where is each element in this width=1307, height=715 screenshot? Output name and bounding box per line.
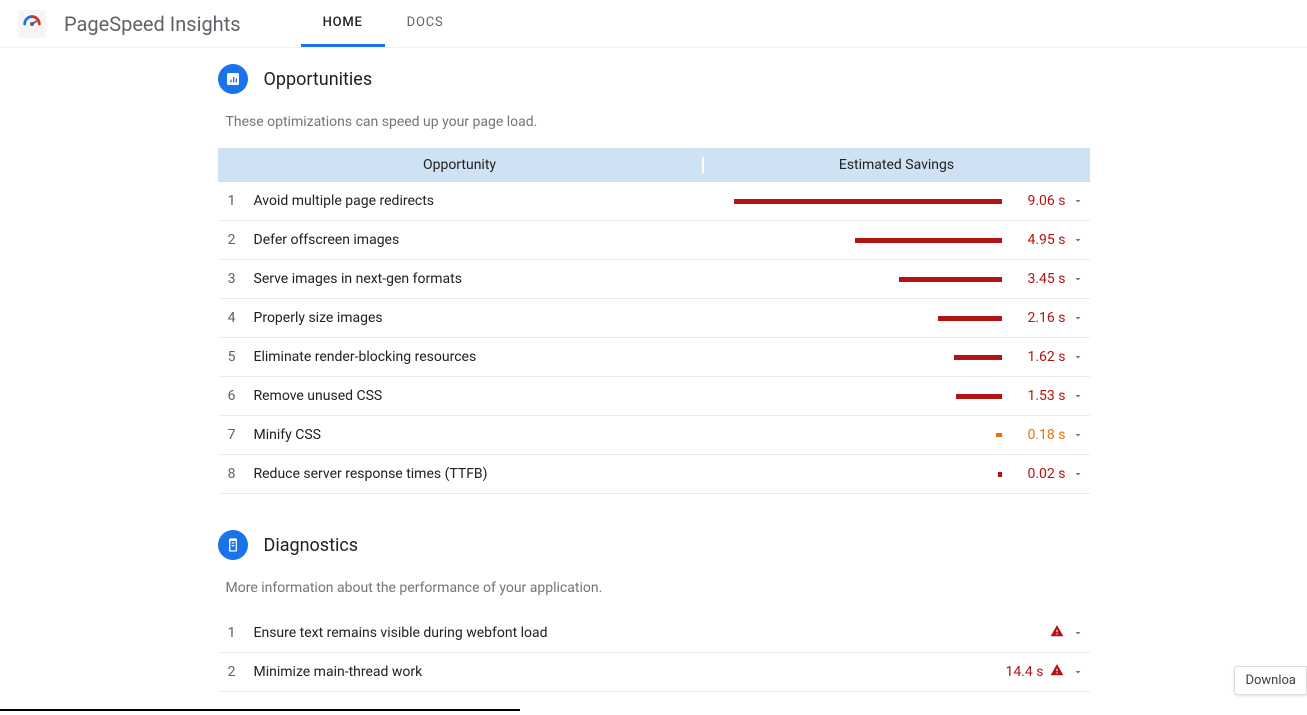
savings-bar	[954, 355, 1002, 360]
row-number: 8	[218, 466, 246, 482]
tab-home[interactable]: HOME	[301, 0, 385, 47]
opportunity-row[interactable]: 4Properly size images 2.16 s	[218, 299, 1090, 338]
savings-value: 1.62 s	[1010, 349, 1066, 365]
download-button[interactable]: Downloa	[1234, 666, 1307, 695]
diagnostic-row[interactable]: 2Minimize main-thread work14.4 s	[218, 653, 1090, 692]
savings-value: 2.16 s	[1010, 310, 1066, 326]
row-number: 2	[218, 232, 246, 248]
row-number: 4	[218, 310, 246, 326]
bottom-border	[0, 709, 520, 711]
savings-value: 3.45 s	[1010, 271, 1066, 287]
savings-value: 4.95 s	[1010, 232, 1066, 248]
opportunity-label: Defer offscreen images	[246, 232, 704, 248]
savings-bar	[734, 199, 1002, 204]
opportunities-icon	[218, 64, 248, 94]
row-number: 5	[218, 349, 246, 365]
chevron-down-icon[interactable]	[1066, 195, 1090, 207]
savings-value: 9.06 s	[1010, 193, 1066, 209]
savings-bar	[996, 433, 1001, 437]
diagnostics-title: Diagnostics	[264, 535, 359, 556]
opportunities-description: These optimizations can speed up your pa…	[226, 114, 1090, 130]
diagnostic-label: Ensure text remains visible during webfo…	[246, 625, 1050, 641]
chevron-down-icon[interactable]	[1066, 351, 1090, 363]
opportunities-table-header: Opportunity Estimated Savings	[218, 148, 1090, 182]
savings-bar-container	[704, 199, 1010, 204]
savings-bar-container	[704, 394, 1010, 399]
opportunity-label: Remove unused CSS	[246, 388, 704, 404]
savings-bar-container	[704, 472, 1010, 477]
diagnostic-row[interactable]: 1Ensure text remains visible during webf…	[218, 614, 1090, 653]
nav-tabs: HOME DOCS	[301, 0, 466, 47]
header: PageSpeed Insights HOME DOCS	[0, 0, 1307, 48]
diagnostics-rows: 1Ensure text remains visible during webf…	[218, 614, 1090, 692]
main-content: Opportunities These optimizations can sp…	[218, 48, 1090, 692]
diagnostic-value: 14.4 s	[1006, 664, 1050, 680]
savings-bar-container	[704, 316, 1010, 321]
row-number: 6	[218, 388, 246, 404]
opportunity-row[interactable]: 3Serve images in next-gen formats 3.45 s	[218, 260, 1090, 299]
row-number: 1	[218, 193, 246, 209]
opportunity-label: Serve images in next-gen formats	[246, 271, 704, 287]
savings-bar-container	[704, 238, 1010, 243]
savings-bar	[956, 394, 1001, 399]
savings-bar-container	[704, 355, 1010, 360]
savings-value: 1.53 s	[1010, 388, 1066, 404]
tab-docs[interactable]: DOCS	[385, 0, 466, 47]
diagnostics-header: Diagnostics	[218, 530, 1090, 560]
opportunity-row[interactable]: 5Eliminate render-blocking resources 1.62…	[218, 338, 1090, 377]
chevron-down-icon[interactable]	[1066, 468, 1090, 480]
column-savings: Estimated Savings	[704, 157, 1090, 173]
opportunities-header: Opportunities	[218, 64, 1090, 94]
chevron-down-icon[interactable]	[1066, 390, 1090, 402]
diagnostic-label: Minimize main-thread work	[246, 664, 1006, 680]
savings-bar	[998, 472, 1002, 477]
opportunity-label: Reduce server response times (TTFB)	[246, 466, 704, 482]
app-title: PageSpeed Insights	[64, 12, 241, 36]
column-opportunity: Opportunity	[218, 157, 704, 173]
opportunity-row[interactable]: 6Remove unused CSS 1.53 s	[218, 377, 1090, 416]
opportunities-title: Opportunities	[264, 69, 373, 90]
opportunity-row[interactable]: 2Defer offscreen images 4.95 s	[218, 221, 1090, 260]
opportunity-row[interactable]: 8Reduce server response times (TTFB) 0.02…	[218, 455, 1090, 494]
opportunity-label: Properly size images	[246, 310, 704, 326]
savings-value: 0.18 s	[1010, 427, 1066, 443]
row-number: 3	[218, 271, 246, 287]
row-number: 7	[218, 427, 246, 443]
app-logo	[18, 10, 46, 38]
chevron-down-icon[interactable]	[1066, 429, 1090, 441]
savings-bar	[855, 238, 1001, 243]
chevron-down-icon[interactable]	[1066, 312, 1090, 324]
warning-icon	[1050, 663, 1066, 681]
savings-value: 0.02 s	[1010, 466, 1066, 482]
chevron-down-icon[interactable]	[1066, 666, 1090, 678]
chevron-down-icon[interactable]	[1066, 627, 1090, 639]
opportunity-row[interactable]: 1Avoid multiple page redirects 9.06 s	[218, 182, 1090, 221]
opportunity-row[interactable]: 7Minify CSS 0.18 s	[218, 416, 1090, 455]
diagnostics-icon	[218, 530, 248, 560]
row-number: 1	[218, 625, 246, 641]
chevron-down-icon[interactable]	[1066, 234, 1090, 246]
warning-icon	[1050, 624, 1066, 642]
gauge-icon	[21, 13, 43, 35]
row-number: 2	[218, 664, 246, 680]
opportunity-label: Avoid multiple page redirects	[246, 193, 704, 209]
opportunities-rows: 1Avoid multiple page redirects 9.06 s 2Def…	[218, 182, 1090, 494]
savings-bar-container	[704, 277, 1010, 282]
savings-bar	[938, 316, 1002, 321]
diagnostics-section: Diagnostics More information about the p…	[218, 530, 1090, 692]
savings-bar	[899, 277, 1001, 282]
diagnostics-description: More information about the performance o…	[226, 580, 1090, 596]
opportunity-label: Minify CSS	[246, 427, 704, 443]
opportunity-label: Eliminate render-blocking resources	[246, 349, 704, 365]
chevron-down-icon[interactable]	[1066, 273, 1090, 285]
savings-bar-container	[704, 433, 1010, 437]
